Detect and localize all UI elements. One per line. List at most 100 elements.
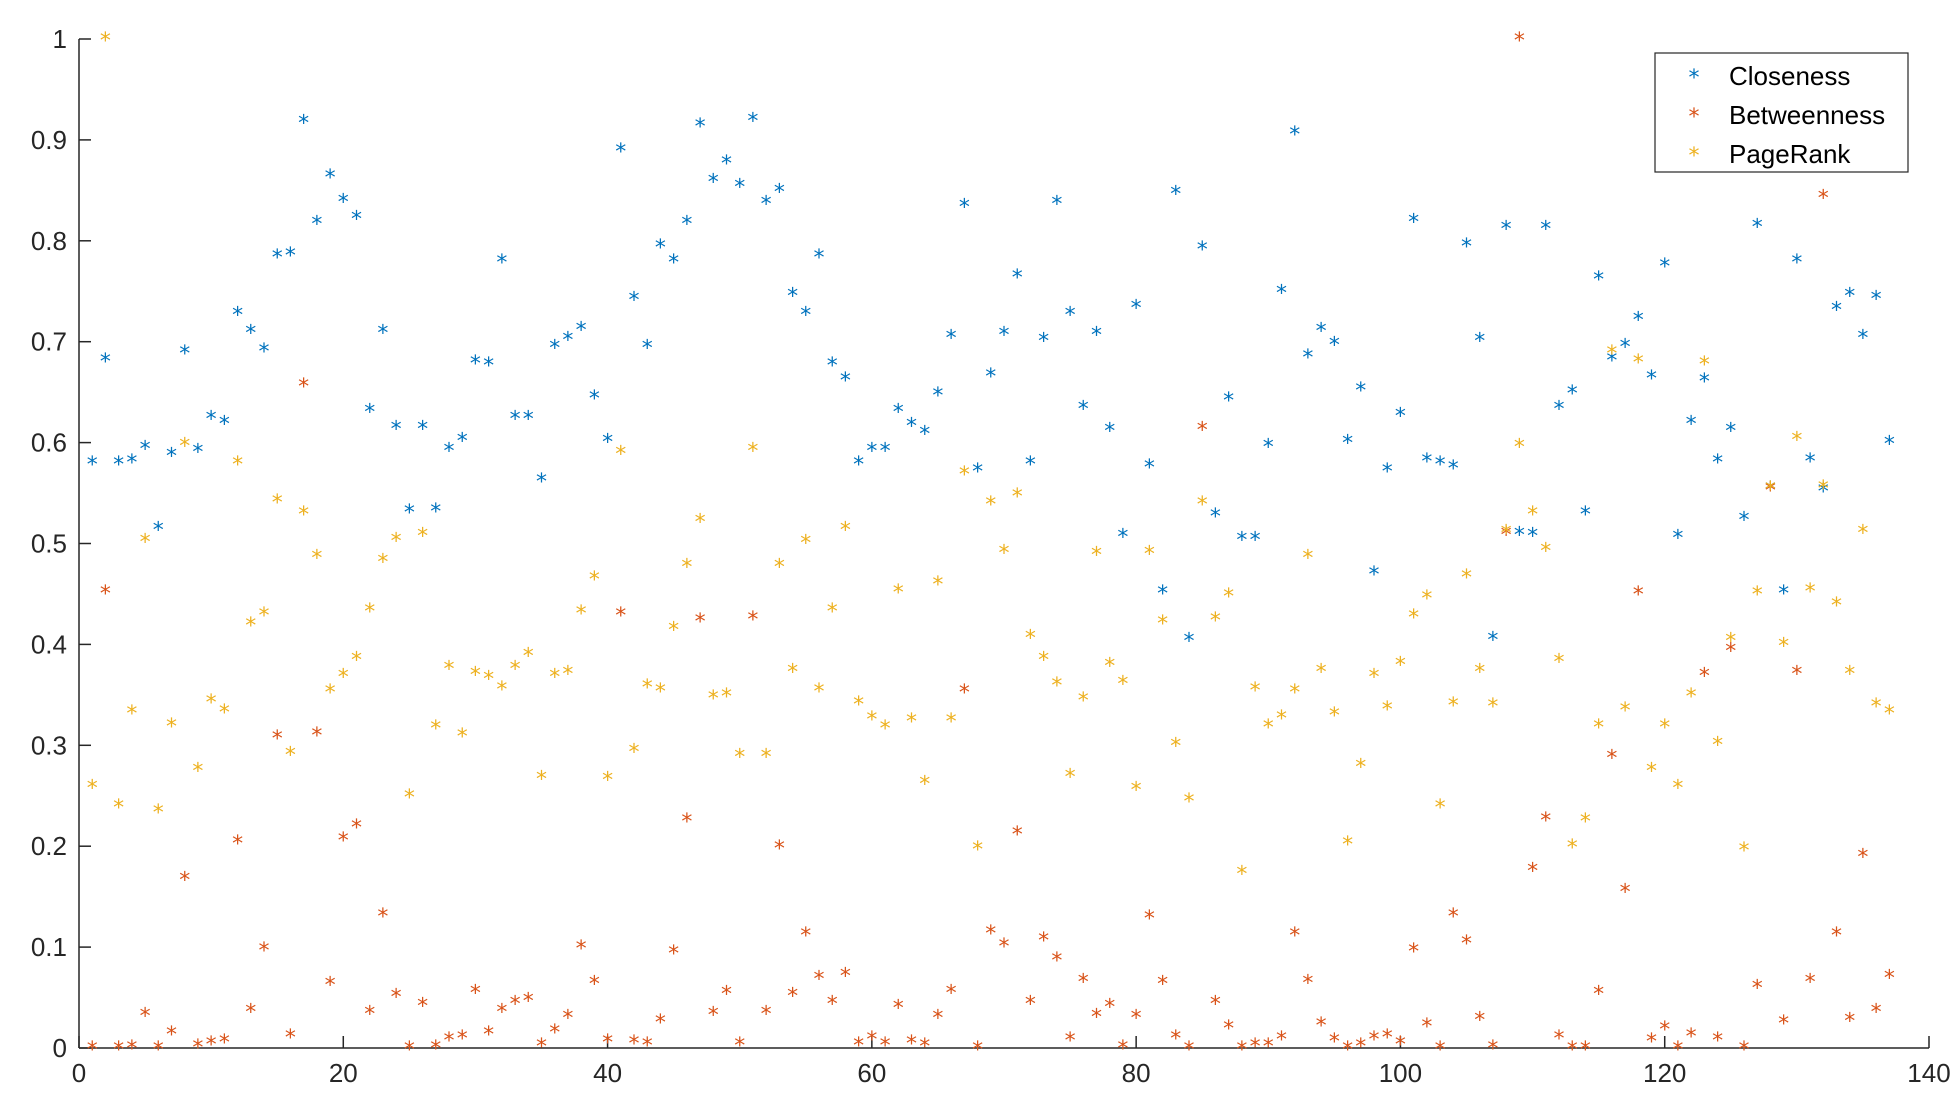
data-point-betweenness: *	[1658, 1018, 1671, 1043]
data-point-closeness: *	[1856, 327, 1869, 352]
data-point-pagerank: *	[892, 581, 905, 606]
data-point-betweenness: *	[508, 993, 521, 1018]
data-point-pagerank: *	[416, 524, 429, 549]
data-point-closeness: *	[561, 329, 574, 354]
data-point-betweenness: *	[799, 924, 812, 949]
data-point-betweenness: *	[125, 1037, 138, 1062]
data-point-closeness: *	[945, 327, 958, 352]
data-point-betweenness: *	[931, 1007, 944, 1032]
data-point-pagerank: *	[931, 573, 944, 598]
x-tick-label: 60	[857, 1058, 886, 1088]
data-point-closeness: *	[191, 441, 204, 466]
data-point-pagerank: *	[1552, 651, 1565, 676]
data-point-betweenness: *	[99, 582, 112, 607]
data-point-betweenness: *	[1328, 1030, 1341, 1055]
data-point-closeness: *	[99, 350, 112, 375]
data-point-betweenness: *	[112, 1038, 125, 1063]
data-point-closeness: *	[1420, 450, 1433, 475]
data-point-pagerank: *	[865, 708, 878, 733]
data-point-closeness: *	[218, 412, 231, 437]
data-point-closeness: *	[86, 453, 99, 478]
data-point-betweenness: *	[971, 1038, 984, 1063]
data-point-pagerank: *	[1275, 707, 1288, 732]
data-point-pagerank: *	[482, 668, 495, 693]
data-point-betweenness: *	[1156, 972, 1169, 997]
data-point-pagerank: *	[1566, 836, 1579, 861]
data-point-betweenness: *	[310, 724, 323, 749]
data-point-closeness: *	[416, 417, 429, 442]
data-point-betweenness: *	[1447, 905, 1460, 930]
y-tick-label: 0.6	[31, 428, 67, 458]
data-point-pagerank: *	[1222, 585, 1235, 610]
data-point-pagerank: *	[971, 838, 984, 863]
data-point-pagerank: *	[799, 531, 812, 556]
data-point-pagerank: *	[984, 493, 997, 518]
data-point-closeness: *	[773, 180, 786, 205]
data-point-closeness: *	[1235, 528, 1248, 553]
data-point-closeness: *	[865, 440, 878, 465]
data-point-betweenness: *	[244, 1001, 257, 1026]
data-point-pagerank: *	[191, 760, 204, 785]
data-point-closeness: *	[1024, 453, 1037, 478]
data-point-pagerank: *	[1513, 436, 1526, 461]
data-point-closeness: *	[1407, 211, 1420, 236]
data-point-closeness: *	[1050, 192, 1063, 217]
data-point-betweenness: *	[1698, 665, 1711, 690]
data-point-pagerank: *	[997, 542, 1010, 567]
y-tick-label: 0.7	[31, 327, 67, 357]
data-point-pagerank: *	[1790, 429, 1803, 454]
data-point-closeness: *	[125, 451, 138, 476]
data-point-pagerank: *	[878, 717, 891, 742]
data-point-pagerank: *	[1856, 521, 1869, 546]
data-point-closeness: *	[244, 322, 257, 347]
data-point-betweenness: *	[297, 375, 310, 400]
data-point-closeness: *	[1526, 524, 1539, 549]
data-point-closeness: *	[812, 246, 825, 271]
data-point-closeness: *	[1037, 330, 1050, 355]
data-point-betweenness: *	[1552, 1027, 1565, 1052]
data-point-pagerank: *	[1169, 734, 1182, 759]
data-point-betweenness: *	[1830, 924, 1843, 949]
data-point-closeness: *	[1579, 503, 1592, 528]
data-point-pagerank: *	[1579, 810, 1592, 835]
data-point-closeness: *	[1262, 436, 1275, 461]
data-point-betweenness: *	[1011, 823, 1024, 848]
data-point-betweenness: *	[1685, 1025, 1698, 1050]
data-point-closeness: *	[1315, 320, 1328, 345]
data-point-betweenness: *	[1341, 1038, 1354, 1063]
data-point-closeness: *	[138, 438, 151, 463]
data-point-pagerank: *	[1103, 655, 1116, 680]
data-point-pagerank: *	[1367, 666, 1380, 691]
data-point-betweenness: *	[1420, 1015, 1433, 1040]
data-point-closeness: *	[1341, 432, 1354, 457]
data-point-betweenness: *	[812, 967, 825, 992]
data-point-pagerank: *	[1460, 566, 1473, 591]
data-point-closeness: *	[786, 284, 799, 309]
data-point-pagerank: *	[614, 443, 627, 468]
data-point-pagerank: *	[1077, 689, 1090, 714]
x-tick-label: 40	[593, 1058, 622, 1088]
data-point-betweenness: *	[1870, 1001, 1883, 1026]
data-point-closeness: *	[1671, 526, 1684, 551]
data-point-pagerank: *	[1737, 839, 1750, 864]
data-point-pagerank: *	[1394, 654, 1407, 679]
data-point-betweenness: *	[86, 1038, 99, 1063]
data-point-closeness: *	[363, 400, 376, 425]
data-point-pagerank: *	[1539, 540, 1552, 565]
data-point-closeness: *	[707, 170, 720, 195]
data-point-pagerank: *	[746, 440, 759, 465]
data-point-closeness: *	[469, 352, 482, 377]
data-point-closeness: *	[826, 354, 839, 379]
data-point-pagerank: *	[363, 600, 376, 625]
data-point-betweenness: *	[323, 973, 336, 998]
data-point-pagerank: *	[1671, 777, 1684, 802]
data-point-betweenness: *	[997, 935, 1010, 960]
data-point-pagerank: *	[548, 666, 561, 691]
data-point-betweenness: *	[1460, 932, 1473, 957]
data-point-closeness: *	[1698, 370, 1711, 395]
data-point-pagerank: *	[323, 681, 336, 706]
data-point-betweenness: *	[1843, 1010, 1856, 1035]
axes: 0 20 40 60 80 100 120 140 0 0.1 0.2 0.3 0.4 0.5 0.6 0.…	[31, 24, 1951, 1088]
data-point-closeness: *	[350, 208, 363, 233]
data-point-betweenness: *	[376, 905, 389, 930]
